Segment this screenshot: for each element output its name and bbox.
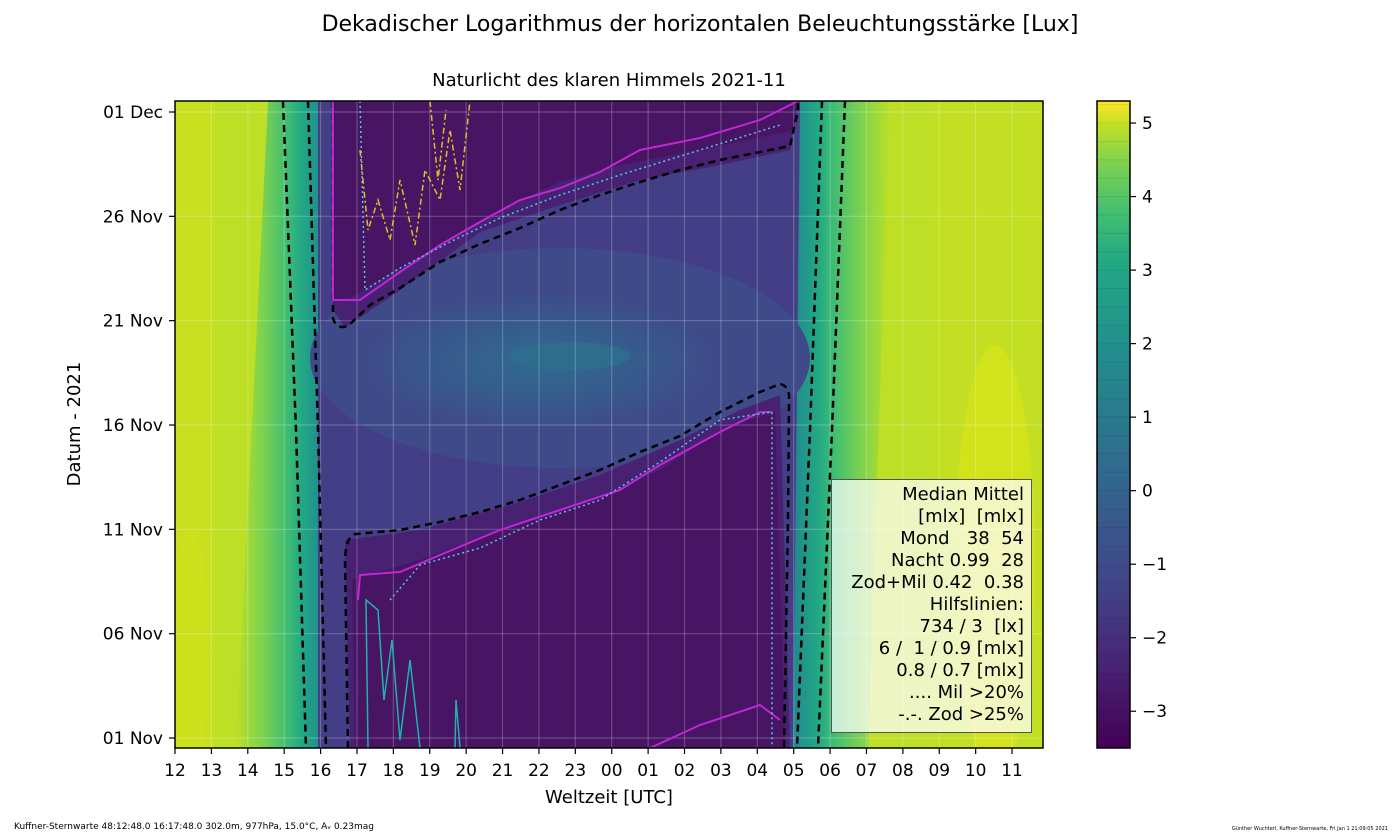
- grid: [175, 101, 1043, 748]
- contour-lines: [281, 101, 847, 748]
- legend-line: 734 / 3 [lx]: [919, 616, 1024, 637]
- x-tick-label: 14: [237, 761, 259, 781]
- x-tick-label: 08: [892, 761, 914, 781]
- legend-box: Median Mittel [mlx] [mlx] Mond 38 54 Nac…: [831, 479, 1032, 733]
- legend-line: [mlx] [mlx]: [918, 506, 1024, 527]
- x-tick-label: 02: [674, 761, 696, 781]
- x-tick-label: 15: [273, 761, 295, 781]
- x-tick-label: 09: [928, 761, 950, 781]
- contour-734lx-right: [816, 101, 847, 748]
- legend-line: 0.8 / 0.7 [mlx]: [896, 660, 1024, 681]
- legend-line: Mond 38 54: [900, 528, 1024, 549]
- x-tick-label: 23: [565, 761, 587, 781]
- x-tick-label: 01: [637, 761, 659, 781]
- colorbar-tick-label: 3: [1142, 261, 1153, 281]
- contour-734lx-left: [281, 101, 308, 748]
- x-axis: 12 13 14 15 16 17 18 19 20 21 22 23 00 01 02 03 04 05 06 07…: [164, 748, 1023, 781]
- colorbar-tick-label: 0: [1142, 482, 1153, 502]
- x-tick-label: 17: [346, 761, 368, 781]
- x-tick-label: 05: [783, 761, 805, 781]
- x-tick-label: 10: [965, 761, 987, 781]
- x-tick-label: 16: [310, 761, 332, 781]
- x-tick-label: 03: [710, 761, 732, 781]
- colorbar: 5 4 3 2 1 0 −1 −2 −3: [1096, 100, 1167, 749]
- contour-3lx-left: [306, 101, 328, 748]
- y-tick-label: 11 Nov: [103, 520, 163, 540]
- legend-line: Nacht 0.99 28: [890, 550, 1024, 571]
- y-tick-label: 26 Nov: [103, 207, 163, 227]
- x-tick-label: 13: [201, 761, 223, 781]
- footer-location: Kuffner-Sternwarte 48:12:48.0 16:17:48.0…: [14, 822, 374, 832]
- colorbar-tick-label: 1: [1142, 408, 1153, 428]
- x-axis-label: Weltzeit [UTC]: [545, 787, 673, 808]
- contour-6mlx-upper: [331, 101, 800, 329]
- x-tick-label: 19: [419, 761, 441, 781]
- y-axis-label: Datum - 2021: [64, 362, 85, 487]
- x-tick-label: 06: [819, 761, 841, 781]
- figure-title: Dekadischer Logarithmus der horizontalen…: [321, 12, 1079, 37]
- x-tick-label: 07: [856, 761, 878, 781]
- footer-credit: Günther Wuchterl, Kuffner-Sternwarte, Fr…: [1231, 826, 1388, 832]
- colorbar-tick-label: 5: [1142, 114, 1153, 134]
- colorbar-tick-label: −3: [1142, 702, 1167, 722]
- y-tick-label: 01 Dec: [103, 103, 163, 123]
- y-tick-label: 06 Nov: [103, 625, 163, 645]
- legend-line: Median Mittel: [902, 484, 1024, 505]
- colorbar-tick-label: 4: [1142, 188, 1153, 208]
- colorbar-tick-label: 2: [1142, 335, 1153, 355]
- colorbar-tick-label: −1: [1142, 555, 1167, 575]
- legend-line: Hilfslinien:: [929, 594, 1024, 615]
- x-tick-label: 11: [1001, 761, 1023, 781]
- y-tick-label: 16 Nov: [103, 416, 163, 436]
- legend-line: Zod+Mil 0.42 0.38: [851, 572, 1024, 593]
- colorbar-tick-label: −2: [1142, 629, 1167, 649]
- x-tick-label: 21: [492, 761, 514, 781]
- x-tick-label: 20: [455, 761, 477, 781]
- y-tick-label: 21 Nov: [103, 312, 163, 332]
- legend-line: -.-. Zod >25%: [898, 704, 1024, 725]
- x-tick-label: 12: [164, 761, 186, 781]
- contour-6mlx-lower: [343, 382, 791, 748]
- contour-3lx-right: [795, 101, 824, 748]
- y-axis: 01 Nov 06 Nov 11 Nov 16 Nov 21 Nov 26 Nov 01 D…: [103, 103, 175, 749]
- x-tick-label: 00: [601, 761, 623, 781]
- x-tick-label: 22: [528, 761, 550, 781]
- colorbar-gradient: [1097, 101, 1130, 748]
- y-tick-label: 01 Nov: [103, 729, 163, 749]
- legend-line: 6 / 1 / 0.9 [mlx]: [878, 638, 1024, 659]
- colorbar-frame: [1096, 100, 1131, 749]
- chart-title: Naturlicht des klaren Himmels 2021-11: [432, 70, 786, 91]
- legend-line: .... Mil >20%: [909, 682, 1024, 703]
- x-tick-label: 18: [383, 761, 405, 781]
- x-tick-label: 04: [746, 761, 768, 781]
